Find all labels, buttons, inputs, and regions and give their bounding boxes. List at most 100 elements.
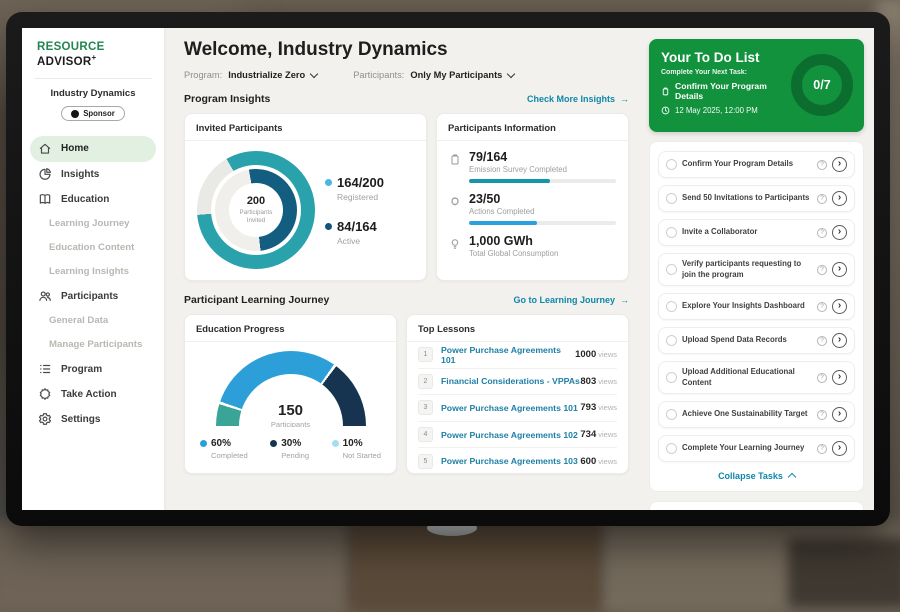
sidebar-item-learning-journey[interactable]: Learning Journey [49,218,130,230]
sidebar-item-general-data[interactable]: General Data [49,315,109,327]
sidebar-item-settings[interactable]: Settings [22,407,164,432]
lesson-link[interactable]: Power Purchase Agreements 101 [441,402,578,413]
help-icon[interactable] [817,193,827,204]
card-title: Top Lessons [407,315,628,342]
lesson-link[interactable]: Power Purchase Agreements 101 [441,344,561,365]
task-checkbox[interactable] [666,409,677,421]
help-icon[interactable] [817,159,827,170]
chevron-right-icon[interactable] [832,407,847,423]
sponsor-badge[interactable]: Sponsor [61,106,125,122]
donut-legend: 164/200 Registered 84/164 Active [325,175,384,246]
survey-clipboard-icon [449,153,462,183]
sponsor-icon [71,109,80,118]
program-dropdown[interactable]: Program: Industrialize Zero [184,69,319,80]
stat-emission-survey: 79/164 Emission Survey Completed [449,150,616,183]
todo-progress-ring: 0/7 [791,54,853,116]
chevron-down-icon [309,69,319,78]
todo-subtitle: Complete Your Next Task: [661,69,747,76]
invited-participants-card: Invited Participants 200 Participants In… [184,113,427,281]
progress-bar [469,179,616,183]
sidebar-item-program[interactable]: Program [22,357,164,382]
todo-header-card: Your To Do List Complete Your Next Task:… [649,39,864,132]
lesson-link[interactable]: Power Purchase Agreements 103 [441,456,578,467]
chevron-right-icon[interactable] [832,370,847,386]
task-row[interactable]: Send 50 Invitations to Participants [658,185,855,212]
education-icon [38,192,52,206]
task-checkbox[interactable] [666,264,677,276]
app-logo: RESOURCE ADVISOR+ [37,41,105,68]
sidebar-item-home[interactable]: Home [30,135,156,162]
home-icon [38,142,52,156]
recent-news-title: Recent News [650,502,863,510]
take-action-icon [38,387,52,401]
task-checkbox[interactable] [666,159,677,170]
clock-icon [661,106,670,115]
sidebar-item-education-content[interactable]: Education Content [49,242,135,254]
task-list-card: Confirm Your Program Details Send 50 Inv… [649,141,864,493]
lesson-row: 1 Power Purchase Agreements 101 1000 vie… [418,342,617,369]
task-row[interactable]: Explore Your Insights Dashboard [658,293,855,321]
legend-item-registered: 164/200 Registered [325,175,384,202]
task-row[interactable]: Upload Spend Data Records [658,327,855,355]
todo-due-date: 12 May 2025, 12:00 PM [661,106,852,115]
task-row[interactable]: Invite a Collaborator [658,219,855,246]
help-icon[interactable] [817,443,827,454]
go-to-learning-journey-link[interactable]: Go to Learning Journey → [513,295,629,305]
lesson-link[interactable]: Financial Considerations - VPPAs [441,376,580,387]
lesson-link[interactable]: Power Purchase Agreements 102 [441,429,578,440]
task-checkbox[interactable] [666,227,677,238]
section-title-learning-journey: Participant Learning Journey [184,294,330,306]
education-progress-gauge: 150 Participants [215,351,366,427]
task-checkbox[interactable] [666,335,677,347]
task-row[interactable]: Upload Additional Educational Content [658,361,855,395]
chevron-right-icon[interactable] [832,299,847,315]
help-icon[interactable] [817,409,827,420]
sidebar-item-participants[interactable]: Participants [22,284,164,309]
task-checkbox[interactable] [666,372,677,384]
education-progress-card: Education Progress 150 Participants [184,314,397,474]
sidebar-item-manage-participants[interactable]: Manage Participants [49,339,143,351]
lesson-rank: 2 [418,373,433,389]
bulb-icon [449,237,462,258]
help-icon[interactable] [817,372,827,383]
chevron-right-icon[interactable] [832,191,847,206]
legend-dot [200,440,207,447]
sidebar-item-learning-insights[interactable]: Learning Insights [49,266,129,278]
lesson-rank: 3 [418,400,433,416]
chevron-right-icon[interactable] [832,262,847,278]
help-icon[interactable] [817,335,827,346]
sidebar-item-education[interactable]: Education [22,187,164,212]
top-lessons-card: Top Lessons 1 Power Purchase Agreements … [406,314,629,474]
help-icon[interactable] [817,301,827,312]
task-checkbox[interactable] [666,193,677,204]
sidebar-item-take-action[interactable]: Take Action [22,382,164,407]
check-more-insights-link[interactable]: Check More Insights → [526,94,629,104]
legend-item-not-started: 10% Not Started [331,438,381,460]
insights-icon [38,167,52,181]
chevron-right-icon[interactable] [832,333,847,349]
task-row[interactable]: Verify participants requesting to join t… [658,253,855,287]
chevron-down-icon [507,69,516,78]
task-row[interactable]: Achieve One Sustainability Target [658,401,855,429]
task-checkbox[interactable] [666,443,677,455]
lesson-row: 5 Power Purchase Agreements 103 600 view… [418,448,617,473]
collapse-tasks-link[interactable]: Collapse Tasks [658,469,855,490]
task-row[interactable]: Confirm Your Program Details [658,151,855,178]
todo-panel: Your To Do List Complete Your Next Task:… [642,28,874,510]
chevron-right-icon[interactable] [832,157,847,172]
dashboard-screen: RESOURCE ADVISOR+ Industry Dynamics Spon… [22,28,874,510]
clipboard-icon [661,87,670,96]
todo-next-task[interactable]: Confirm Your Program Details [661,81,791,101]
sidebar-item-insights[interactable]: Insights [22,162,164,187]
chevron-right-icon[interactable] [832,441,847,457]
task-checkbox[interactable] [666,301,677,313]
task-row[interactable]: Complete Your Learning Journey [658,435,855,463]
help-icon[interactable] [817,264,827,275]
help-icon[interactable] [817,227,827,238]
arrow-right-icon: → [620,94,629,104]
chevron-right-icon[interactable] [832,225,847,240]
stat-global-consumption: 1,000 GWh Total Global Consumption [449,234,616,258]
program-icon [38,362,52,376]
donut-center-label: Participants Invited [239,208,273,225]
participants-dropdown[interactable]: Participants: Only My Participants [353,69,516,80]
